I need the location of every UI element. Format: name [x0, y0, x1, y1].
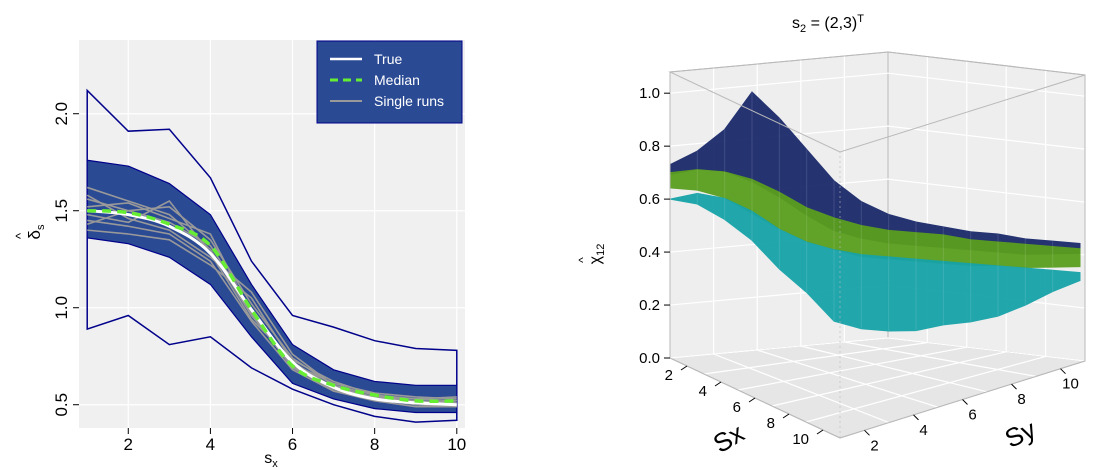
- sx-tick-label-4: 10: [792, 431, 809, 448]
- sx-tick-mark-1: [714, 381, 722, 387]
- left-x-tick-label-4: 10: [447, 435, 466, 454]
- sy-tick-mark-1: [913, 414, 919, 421]
- left-chart: 2 4 6 8 10 0.5 1.0 1.5 2.0 sx δs ^ True Median …: [13, 40, 466, 470]
- z-axis-label: χ12 ^: [576, 244, 607, 265]
- z-ticks: 0.0 0.2 0.4 0.6 0.8 1.0: [639, 85, 670, 367]
- surface-2: [669, 192, 1081, 332]
- median-line: [87, 208, 457, 404]
- sx-tick-mark-4: [816, 429, 824, 435]
- right-chart-title: s2 = (2,3)T: [792, 13, 864, 35]
- floor-grid-a-1: [713, 353, 890, 424]
- left-y-axis-label: δs ^: [13, 224, 47, 239]
- z-tick-label-4: 0.8: [639, 138, 660, 155]
- left-x-tick-label-3: 8: [370, 435, 379, 454]
- sy-tick-mark-0: [864, 429, 870, 436]
- left-legend: True Median Single runs: [316, 40, 463, 124]
- legend-box: [316, 40, 463, 124]
- sx-tick-label-1: 4: [699, 383, 707, 400]
- left-x-tick-label-0: 2: [124, 435, 133, 454]
- left-y-ticks: 0.5 1.0 1.5 2.0: [52, 102, 79, 417]
- sy-tick-mark-3: [1011, 383, 1017, 390]
- floor-grid-a-2: [757, 349, 939, 408]
- legend-true-label: True: [374, 51, 402, 67]
- z-axis-hat: ^: [576, 257, 590, 263]
- sy-tick-mark-4: [1060, 368, 1066, 375]
- sx-tick-mark-0: [680, 365, 688, 371]
- left-x-ticks: 2 4 6 8 10: [124, 428, 466, 454]
- legend-runs-label: Single runs: [374, 93, 444, 109]
- sy-tick-label-4: 10: [1062, 376, 1079, 393]
- surface-1: [669, 169, 1081, 268]
- left-y-axis-hat: ^: [13, 232, 28, 239]
- left-y-tick-label-3: 2.0: [52, 102, 71, 126]
- z-tick-label-0: 0.0: [639, 350, 660, 367]
- sx-tick-label-3: 8: [767, 415, 775, 432]
- left-main-lines: [87, 208, 457, 407]
- svg-text:δs: δs: [25, 224, 47, 239]
- outer-band-outline: [86, 88, 458, 423]
- left-y-tick-label-0: 0.5: [52, 393, 71, 417]
- top-outline: [668, 51, 1086, 153]
- floor-grid-b-1: [703, 342, 928, 375]
- left-x-axis-label: sx: [264, 450, 278, 470]
- surfaces: [669, 91, 1081, 332]
- floor-grid-b-4: [805, 355, 1046, 423]
- sy-axis-label: Sy: [1000, 414, 1040, 454]
- sy-ticks: 2 4 6 8 10: [864, 368, 1079, 454]
- floor-grid-a-3: [800, 345, 988, 393]
- left-x-tick-label-2: 6: [288, 435, 297, 454]
- right-chart: s2 = (2,3)T 0.0 0.2 0.4 0.6 0.8 1.0 2 4 6 8 10 2 4…: [576, 13, 1086, 459]
- floor-grid-b-3: [771, 351, 1007, 407]
- sx-tick-mark-2: [748, 397, 756, 403]
- sx-ticks: 2 4 6 8 10: [665, 365, 824, 448]
- left-x-tick-label-1: 4: [206, 435, 215, 454]
- floor-grid-a-4: [844, 341, 1037, 377]
- z-tick-label-2: 0.4: [639, 244, 660, 261]
- sx-axis-label: Sx: [708, 418, 749, 459]
- left-y-tick-label-2: 1.5: [52, 199, 71, 223]
- sx-tick-label-0: 2: [665, 367, 673, 384]
- sx-tick-mark-3: [782, 413, 790, 419]
- legend-median-label: Median: [374, 72, 420, 88]
- z-tick-label-3: 0.6: [639, 191, 660, 208]
- sy-tick-label-2: 6: [968, 407, 976, 424]
- single-run-line-1: [87, 219, 457, 408]
- sy-tick-label-0: 2: [870, 437, 878, 454]
- floor-grid-b-2: [737, 346, 967, 391]
- z-tick-label-1: 0.2: [639, 297, 660, 314]
- svg-text:χ12: χ12: [587, 244, 607, 265]
- wall-z-gridline-5: [669, 72, 1086, 97]
- wall-z-gridline-0: [669, 337, 1086, 362]
- left-y-tick-label-1: 1.0: [52, 296, 71, 320]
- sy-tick-mark-2: [962, 399, 968, 405]
- sx-tick-label-2: 6: [733, 399, 741, 416]
- sy-tick-label-3: 8: [1017, 391, 1025, 408]
- sy-tick-label-1: 4: [919, 422, 927, 439]
- z-tick-label-5: 1.0: [639, 85, 660, 102]
